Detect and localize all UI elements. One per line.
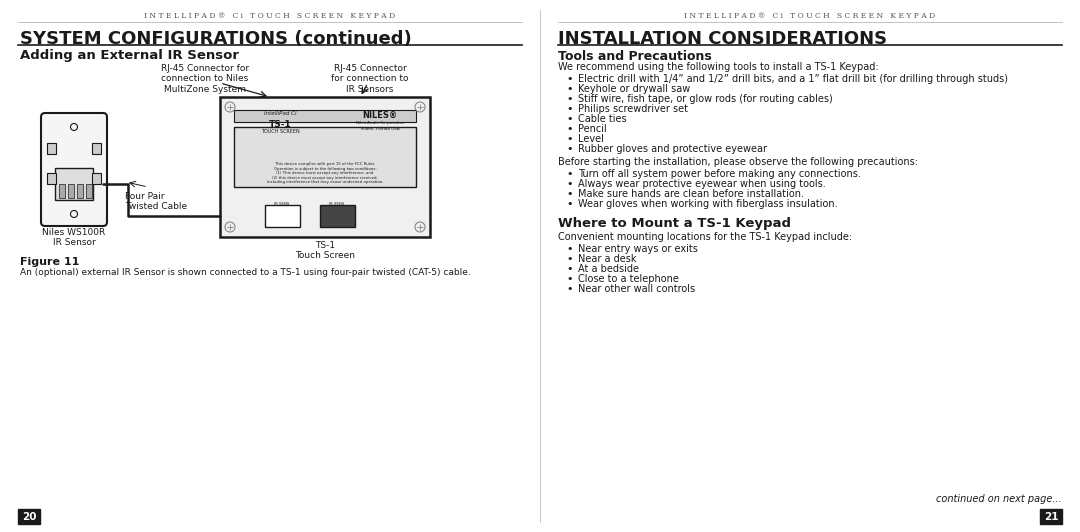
Bar xyxy=(68,184,75,198)
Bar xyxy=(220,97,430,237)
Text: Near entry ways or exits: Near entry ways or exits xyxy=(578,244,698,254)
Text: An (optional) external IR Sensor is shown connected to a TS-1 using four-pair tw: An (optional) external IR Sensor is show… xyxy=(21,268,471,277)
Text: Before starting the installation, please observe the following precautions:: Before starting the installation, please… xyxy=(558,157,918,167)
Text: 21: 21 xyxy=(1043,511,1058,521)
Text: TOUCH SCREEN: TOUCH SCREEN xyxy=(260,129,299,134)
Text: Make sure hands are clean before installation.: Make sure hands are clean before install… xyxy=(578,189,804,199)
FancyBboxPatch shape xyxy=(41,113,107,226)
Text: •: • xyxy=(566,179,572,189)
Text: Turn off all system power before making any connections.: Turn off all system power before making … xyxy=(578,169,861,179)
Bar xyxy=(92,173,102,184)
Bar xyxy=(320,205,355,227)
Text: •: • xyxy=(566,244,572,254)
Text: TS-1
Touch Screen: TS-1 Touch Screen xyxy=(295,241,355,260)
Text: I N T E L L I P A D ®   C i   T O U C H   S C R E E N   K E Y P A D: I N T E L L I P A D ® C i T O U C H S C … xyxy=(145,12,395,20)
Bar xyxy=(234,110,416,122)
Text: Tools and Precautions: Tools and Precautions xyxy=(558,50,712,63)
Text: •: • xyxy=(566,264,572,274)
Text: •: • xyxy=(566,134,572,144)
Text: Stiff wire, fish tape, or glow rods (for routing cables): Stiff wire, fish tape, or glow rods (for… xyxy=(578,94,833,104)
Bar xyxy=(48,173,56,184)
Bar xyxy=(59,184,65,198)
Text: •: • xyxy=(566,114,572,124)
Text: Convenient mounting locations for the TS-1 Keypad include:: Convenient mounting locations for the TS… xyxy=(558,232,852,242)
Text: •: • xyxy=(566,169,572,179)
Text: RJ-45 Connector
for connection to
IR Sensors: RJ-45 Connector for connection to IR Sen… xyxy=(332,64,408,94)
Text: Near a desk: Near a desk xyxy=(578,254,636,264)
Text: •: • xyxy=(566,144,572,154)
Text: Pencil: Pencil xyxy=(578,124,607,134)
Bar xyxy=(86,184,92,198)
Bar xyxy=(265,205,300,227)
Text: Close to a telephone: Close to a telephone xyxy=(578,274,679,284)
Text: •: • xyxy=(566,199,572,209)
Text: SYSTEM CONFIGURATIONS (continued): SYSTEM CONFIGURATIONS (continued) xyxy=(21,30,411,48)
Text: •: • xyxy=(566,124,572,134)
Text: Where to Mount a TS-1 Keypad: Where to Mount a TS-1 Keypad xyxy=(558,217,791,230)
Text: IntelliPad Ci: IntelliPad Ci xyxy=(264,111,296,116)
Text: We recommend using the following tools to install a TS-1 Keypad:: We recommend using the following tools t… xyxy=(558,62,879,72)
Text: TS-1: TS-1 xyxy=(269,120,292,129)
Text: Four Pair
Twisted Cable: Four Pair Twisted Cable xyxy=(125,192,187,211)
Text: •: • xyxy=(566,74,572,84)
Text: This device complies with part 15 of the FCC Rules.
Operation is subject to the : This device complies with part 15 of the… xyxy=(267,162,383,185)
Text: IR SENS: IR SENS xyxy=(329,202,345,206)
Text: •: • xyxy=(566,94,572,104)
Text: •: • xyxy=(566,189,572,199)
Text: Level: Level xyxy=(578,134,604,144)
Text: 20: 20 xyxy=(22,511,37,521)
Text: At a bedside: At a bedside xyxy=(578,264,639,274)
Text: Always wear protective eyewear when using tools.: Always wear protective eyewear when usin… xyxy=(578,179,826,189)
Bar xyxy=(77,184,83,198)
Text: Philips screwdriver set: Philips screwdriver set xyxy=(578,104,688,114)
Text: Figure 11: Figure 11 xyxy=(21,257,79,267)
Text: RJ-45 Connector for
connection to Niles
MultiZone System: RJ-45 Connector for connection to Niles … xyxy=(161,64,249,94)
Bar xyxy=(18,509,40,524)
Text: Niles WS100R
IR Sensor: Niles WS100R IR Sensor xyxy=(42,228,106,247)
Text: Wear gloves when working with fiberglass insulation.: Wear gloves when working with fiberglass… xyxy=(578,199,838,209)
Text: Electric drill with 1/4” and 1/2” drill bits, and a 1” flat drill bit (for drill: Electric drill with 1/4” and 1/2” drill … xyxy=(578,74,1008,84)
Text: •: • xyxy=(566,84,572,94)
Text: I N T E L L I P A D ®   C i   T O U C H   S C R E E N   K E Y P A D: I N T E L L I P A D ® C i T O U C H S C … xyxy=(685,12,935,20)
Text: Near other wall controls: Near other wall controls xyxy=(578,284,696,294)
Text: Rubber gloves and protective eyewear: Rubber gloves and protective eyewear xyxy=(578,144,767,154)
Text: •: • xyxy=(566,274,572,284)
Text: continued on next page...: continued on next page... xyxy=(936,494,1062,504)
Text: Cable ties: Cable ties xyxy=(578,114,626,124)
Text: Adding an External IR Sensor: Adding an External IR Sensor xyxy=(21,49,239,62)
Text: •: • xyxy=(566,254,572,264)
Bar xyxy=(55,168,93,200)
Bar xyxy=(48,143,56,154)
Bar xyxy=(234,127,416,187)
Text: •: • xyxy=(566,284,572,294)
Text: Keyhole or drywall saw: Keyhole or drywall saw xyxy=(578,84,690,94)
Text: NILES®: NILES® xyxy=(363,111,397,120)
Text: Niles Audio Corporation: Niles Audio Corporation xyxy=(355,121,404,125)
Text: •: • xyxy=(566,104,572,114)
Bar xyxy=(1040,509,1062,524)
Text: INSTALLATION CONSIDERATIONS: INSTALLATION CONSIDERATIONS xyxy=(558,30,887,48)
Bar xyxy=(92,143,102,154)
Text: Miami, Florida USA: Miami, Florida USA xyxy=(361,127,400,131)
Text: IR SENS: IR SENS xyxy=(274,202,289,206)
